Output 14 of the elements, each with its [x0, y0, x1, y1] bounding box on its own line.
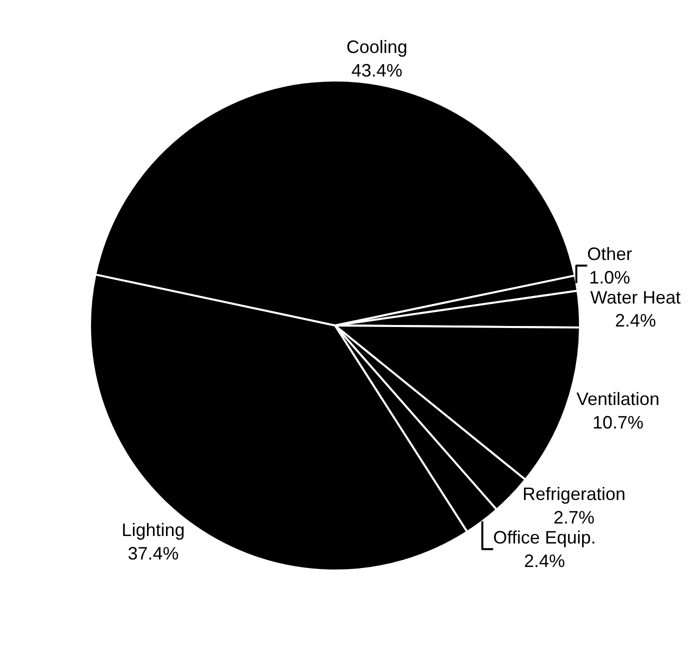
slice-label: Water Heat — [590, 287, 681, 308]
slice-label: Other — [587, 244, 632, 264]
data-label: 1.0% — [589, 267, 630, 288]
slice-label: Cooling — [346, 37, 408, 58]
slice-label: Refrigeration — [522, 484, 626, 504]
slice-label: Lighting — [122, 520, 185, 540]
data-label: 10.7% — [592, 412, 644, 432]
data-label: 43.4% — [351, 60, 402, 80]
data-label: 37.4% — [128, 543, 179, 564]
slice-label: Ventilation — [576, 389, 660, 410]
data-label: 2.4% — [524, 550, 566, 571]
data-label: 2.7% — [554, 507, 595, 528]
slice-label: Office Equip. — [493, 527, 596, 548]
data-label: 2.4% — [614, 310, 656, 331]
